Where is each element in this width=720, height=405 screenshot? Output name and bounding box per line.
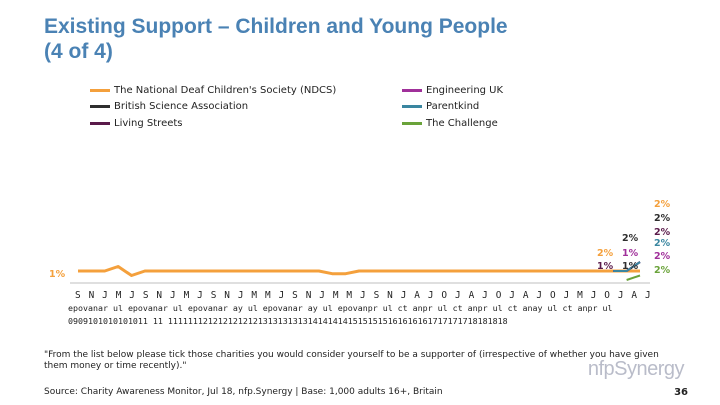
legend-label-bsa: British Science Association xyxy=(114,100,249,112)
legend-label-parentkind: Parentkind xyxy=(426,100,480,112)
data-label-end-1: 2% xyxy=(654,199,671,210)
x-tick-label: N xyxy=(387,290,393,301)
legend-item-the-challenge: The Challenge xyxy=(402,116,498,130)
x-tick-label: J xyxy=(129,290,135,301)
x-tick-label: A xyxy=(468,290,475,301)
series-line-ndcs xyxy=(78,265,640,277)
x-tick-label: M xyxy=(346,290,353,301)
legend-swatch-ndcs xyxy=(90,88,110,92)
series-layer xyxy=(78,261,641,281)
data-label-start: 1% xyxy=(49,269,66,280)
legend-item-living-streets: Living Streets xyxy=(90,116,183,130)
nfpsynergy-logo: nfpSynergy xyxy=(564,358,685,382)
x-tick-label: J xyxy=(400,290,407,301)
x-tick-label: A xyxy=(414,290,420,301)
title-line-2: (4 of 4) xyxy=(44,40,113,63)
x-tick-label: J xyxy=(170,290,176,301)
page-number: 36 xyxy=(674,387,688,398)
x-tick-label: O xyxy=(550,290,556,301)
x-axis-years: 0909101010101011 11 11111112121212121213… xyxy=(68,316,508,326)
data-label-mid1-a: 2% xyxy=(597,248,614,259)
x-tick-label: S xyxy=(373,290,380,301)
x-tick-label: J xyxy=(536,290,543,301)
x-tick-label: M xyxy=(265,290,271,301)
legend-label-the-challenge: The Challenge xyxy=(426,117,498,129)
x-tick-label: M xyxy=(332,290,339,301)
survey-question: "From the list below please tick those c… xyxy=(44,350,659,371)
legend-item-engineering-uk: Engineering UK xyxy=(402,83,503,97)
legend-item-bsa: British Science Association xyxy=(90,99,248,113)
data-label-mid2-c: 1% xyxy=(622,261,639,272)
x-tick-label: M xyxy=(183,290,190,301)
x-tick-label: J xyxy=(427,290,434,301)
data-label-layer: 1% 2% 1% 2% 1% 1% 2% 2% 2% 2% 2% 2% xyxy=(49,199,671,280)
data-label-mid2-a: 2% xyxy=(622,233,639,244)
x-axis-month-suffixes: epovanar ul epovanar ul epovanar ay ul e… xyxy=(68,303,613,313)
legend-swatch-living-streets xyxy=(90,121,110,125)
data-label-end-3: 2% xyxy=(654,227,671,238)
data-label-mid2-b: 1% xyxy=(622,248,639,259)
x-tick-label: S xyxy=(75,290,81,301)
x-tick-label: J xyxy=(237,290,244,301)
slide-title: Existing Support – Children and Young Pe… xyxy=(44,14,644,64)
title-line-1: Existing Support – Children and Young Pe… xyxy=(44,15,508,38)
source-note: Source: Charity Awareness Monitor, Jul 1… xyxy=(44,387,443,397)
x-tick-label: O xyxy=(441,290,448,301)
series-line-parentkind xyxy=(613,261,641,272)
data-label-mid1-b: 1% xyxy=(597,261,614,272)
legend-item-ndcs: The National Deaf Children's Society (ND… xyxy=(90,83,336,97)
x-tick-label: S xyxy=(292,290,298,301)
legend-label-living-streets: Living Streets xyxy=(114,117,183,129)
x-tick-label: A xyxy=(522,290,529,301)
x-tick-label: S xyxy=(142,290,149,301)
x-tick-label: J xyxy=(590,290,597,301)
x-tick-label: M xyxy=(251,290,258,301)
legend-swatch-bsa xyxy=(90,104,110,108)
x-tick-label: O xyxy=(495,290,502,301)
x-tick-label: N xyxy=(88,290,95,301)
x-tick-label: J xyxy=(102,290,108,301)
legend-swatch-parentkind xyxy=(402,104,422,108)
x-tick-label: M xyxy=(577,290,583,301)
x-tick-label: J xyxy=(617,290,624,301)
x-tick-label: J xyxy=(278,290,285,301)
x-tick-label: J xyxy=(455,290,461,301)
data-label-end-5: 2% xyxy=(654,251,671,262)
legend-label-engineering-uk: Engineering UK xyxy=(426,84,504,96)
x-tick-label: J xyxy=(360,290,366,301)
logo-text: nfpSynergy xyxy=(587,358,685,380)
x-tick-label: J xyxy=(482,290,488,301)
x-tick-label: J xyxy=(197,290,203,301)
x-tick-label: J xyxy=(509,290,515,301)
x-tick-label: S xyxy=(210,290,217,301)
legend-swatch-the-challenge xyxy=(402,121,422,125)
legend-swatch-engineering-uk xyxy=(402,88,422,92)
x-tick-label: J xyxy=(563,290,570,301)
series-line-the-challenge xyxy=(626,274,641,281)
data-label-end-2: 2% xyxy=(654,213,671,224)
x-tick-label: N xyxy=(156,290,163,301)
x-tick-label: J xyxy=(645,290,651,301)
data-label-end-6: 2% xyxy=(654,265,671,276)
legend-label-ndcs: The National Deaf Children's Society (ND… xyxy=(114,84,337,96)
x-tick-label: A xyxy=(631,290,638,301)
data-label-end-4: 2% xyxy=(654,238,671,249)
x-tick-label: N xyxy=(305,290,312,301)
x-tick-label: N xyxy=(224,290,230,301)
x-tick-label: M xyxy=(115,290,122,301)
x-tick-label: J xyxy=(319,290,325,301)
legend-item-parentkind: Parentkind xyxy=(402,99,479,113)
x-tick-label: O xyxy=(604,290,610,301)
